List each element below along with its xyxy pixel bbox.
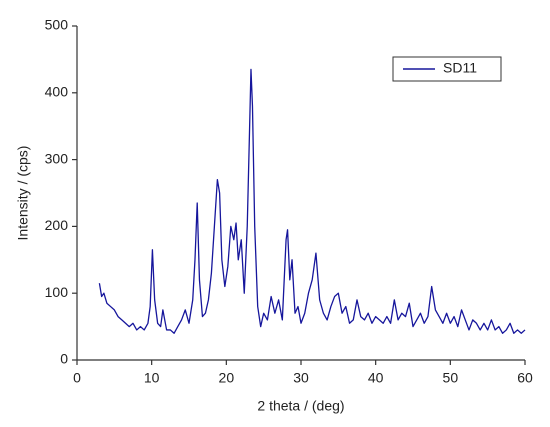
y-tick-label: 400 bbox=[45, 84, 69, 100]
data-line bbox=[98, 68, 526, 334]
x-tick-label: 40 bbox=[368, 370, 384, 386]
x-tick-label: 20 bbox=[219, 370, 235, 386]
x-tick-label: 50 bbox=[443, 370, 459, 386]
y-tick-label: 200 bbox=[45, 217, 69, 233]
y-tick-label: 0 bbox=[60, 351, 68, 367]
x-tick-label: 60 bbox=[517, 370, 533, 386]
legend-label: SD11 bbox=[443, 60, 477, 76]
x-tick-label: 30 bbox=[293, 370, 309, 386]
x-axis-label: 2 theta / (deg) bbox=[257, 398, 344, 414]
x-tick-label: 10 bbox=[144, 370, 160, 386]
y-tick-label: 500 bbox=[45, 17, 69, 33]
y-tick-label: 300 bbox=[45, 150, 69, 166]
y-axis-label: Intensity / (cps) bbox=[15, 146, 31, 241]
x-tick-label: 0 bbox=[73, 370, 81, 386]
y-tick-label: 100 bbox=[45, 284, 69, 300]
